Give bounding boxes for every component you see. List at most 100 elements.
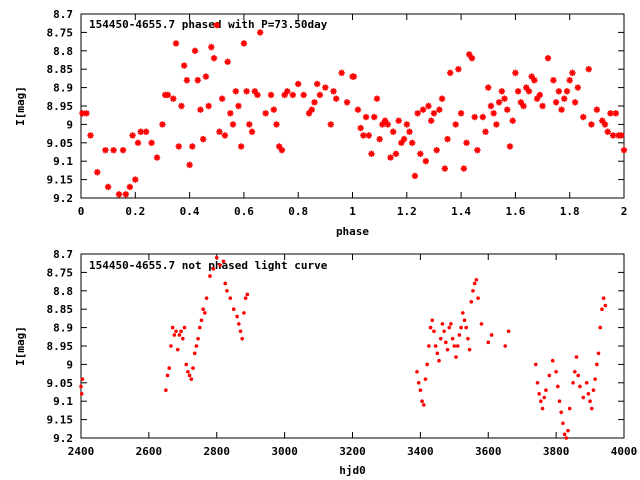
data-point bbox=[202, 73, 210, 80]
data-point bbox=[178, 102, 185, 110]
y-tick-label: 9.2 bbox=[53, 432, 73, 445]
data-point bbox=[357, 124, 364, 132]
data-point bbox=[237, 322, 241, 326]
data-point bbox=[489, 333, 494, 337]
x-tick-label: 0.2 bbox=[125, 205, 145, 218]
data-point bbox=[464, 325, 468, 330]
data-point bbox=[601, 121, 609, 128]
data-point bbox=[503, 344, 508, 348]
data-point bbox=[308, 106, 315, 113]
data-point bbox=[440, 322, 445, 326]
data-point bbox=[460, 165, 468, 172]
data-point bbox=[423, 377, 428, 381]
data-point bbox=[427, 344, 431, 348]
data-point bbox=[419, 106, 427, 113]
data-point bbox=[533, 362, 538, 367]
data-point bbox=[557, 399, 562, 404]
data-point bbox=[588, 399, 592, 404]
data-point bbox=[479, 113, 487, 121]
data-point bbox=[574, 84, 582, 91]
data-point bbox=[192, 351, 197, 356]
data-point bbox=[576, 373, 580, 378]
data-point bbox=[495, 99, 503, 106]
x-tick-label: 0.4 bbox=[180, 205, 200, 218]
data-point bbox=[537, 392, 541, 396]
data-point bbox=[562, 432, 567, 437]
y-tick-label: 8.85 bbox=[47, 63, 74, 76]
data-point bbox=[262, 110, 269, 117]
y-tick-label: 9.1 bbox=[53, 155, 73, 168]
data-point bbox=[80, 377, 85, 381]
data-point bbox=[479, 322, 484, 326]
data-point bbox=[281, 91, 288, 99]
data-point bbox=[599, 117, 606, 124]
data-point bbox=[418, 388, 423, 392]
y-tick-label: 8.9 bbox=[53, 322, 73, 335]
data-point bbox=[603, 303, 608, 308]
data-point bbox=[235, 102, 242, 110]
data-point bbox=[609, 132, 617, 139]
x-axis-label: hjd0 bbox=[339, 464, 366, 477]
data-point bbox=[571, 99, 579, 106]
data-point bbox=[210, 54, 218, 62]
data-point bbox=[569, 69, 576, 77]
data-point bbox=[110, 146, 117, 154]
x-axis-label: phase bbox=[336, 225, 369, 238]
data-point bbox=[556, 384, 560, 389]
data-point bbox=[542, 395, 547, 400]
data-points bbox=[79, 255, 608, 440]
data-point bbox=[129, 132, 136, 139]
data-point bbox=[371, 113, 378, 121]
data-point bbox=[134, 139, 142, 146]
data-point bbox=[311, 99, 318, 106]
plot-frame bbox=[80, 253, 625, 439]
data-point bbox=[490, 110, 497, 117]
data-point bbox=[94, 169, 101, 176]
data-point bbox=[305, 110, 313, 117]
data-point bbox=[444, 135, 451, 143]
data-point bbox=[208, 274, 212, 278]
data-point bbox=[224, 58, 231, 66]
data-point bbox=[506, 329, 511, 334]
data-point bbox=[183, 77, 191, 84]
data-point bbox=[381, 117, 389, 124]
data-point bbox=[411, 172, 419, 180]
data-point bbox=[238, 329, 243, 334]
data-point bbox=[201, 307, 205, 312]
plot-title: 154450-4655.7 not phased light curve bbox=[89, 259, 328, 272]
data-point bbox=[392, 150, 400, 158]
data-point bbox=[463, 139, 470, 146]
data-point bbox=[148, 139, 155, 146]
data-point bbox=[79, 384, 83, 389]
data-point bbox=[175, 347, 180, 352]
data-point bbox=[187, 373, 192, 378]
data-point bbox=[223, 281, 228, 286]
data-point bbox=[191, 366, 195, 370]
data-point bbox=[137, 128, 144, 135]
data-point bbox=[509, 117, 516, 124]
data-point bbox=[376, 135, 383, 143]
data-point bbox=[567, 406, 572, 411]
data-point bbox=[243, 296, 248, 300]
y-tick-label: 8.75 bbox=[47, 266, 74, 279]
data-point bbox=[199, 318, 204, 323]
y-tick-label: 8.8 bbox=[53, 45, 73, 58]
data-point bbox=[422, 158, 429, 165]
data-point bbox=[571, 381, 575, 385]
data-point bbox=[528, 73, 535, 80]
data-point bbox=[225, 289, 229, 293]
data-point bbox=[197, 106, 204, 113]
data-point bbox=[593, 377, 597, 381]
data-point bbox=[547, 373, 552, 378]
data-point bbox=[512, 69, 519, 77]
data-point bbox=[564, 436, 569, 440]
data-point bbox=[126, 183, 134, 191]
data-point bbox=[474, 146, 481, 154]
data-point bbox=[196, 336, 200, 341]
data-point bbox=[403, 121, 410, 128]
data-point bbox=[452, 344, 457, 348]
data-point bbox=[191, 47, 199, 54]
data-point bbox=[485, 84, 492, 91]
data-point bbox=[362, 113, 370, 121]
